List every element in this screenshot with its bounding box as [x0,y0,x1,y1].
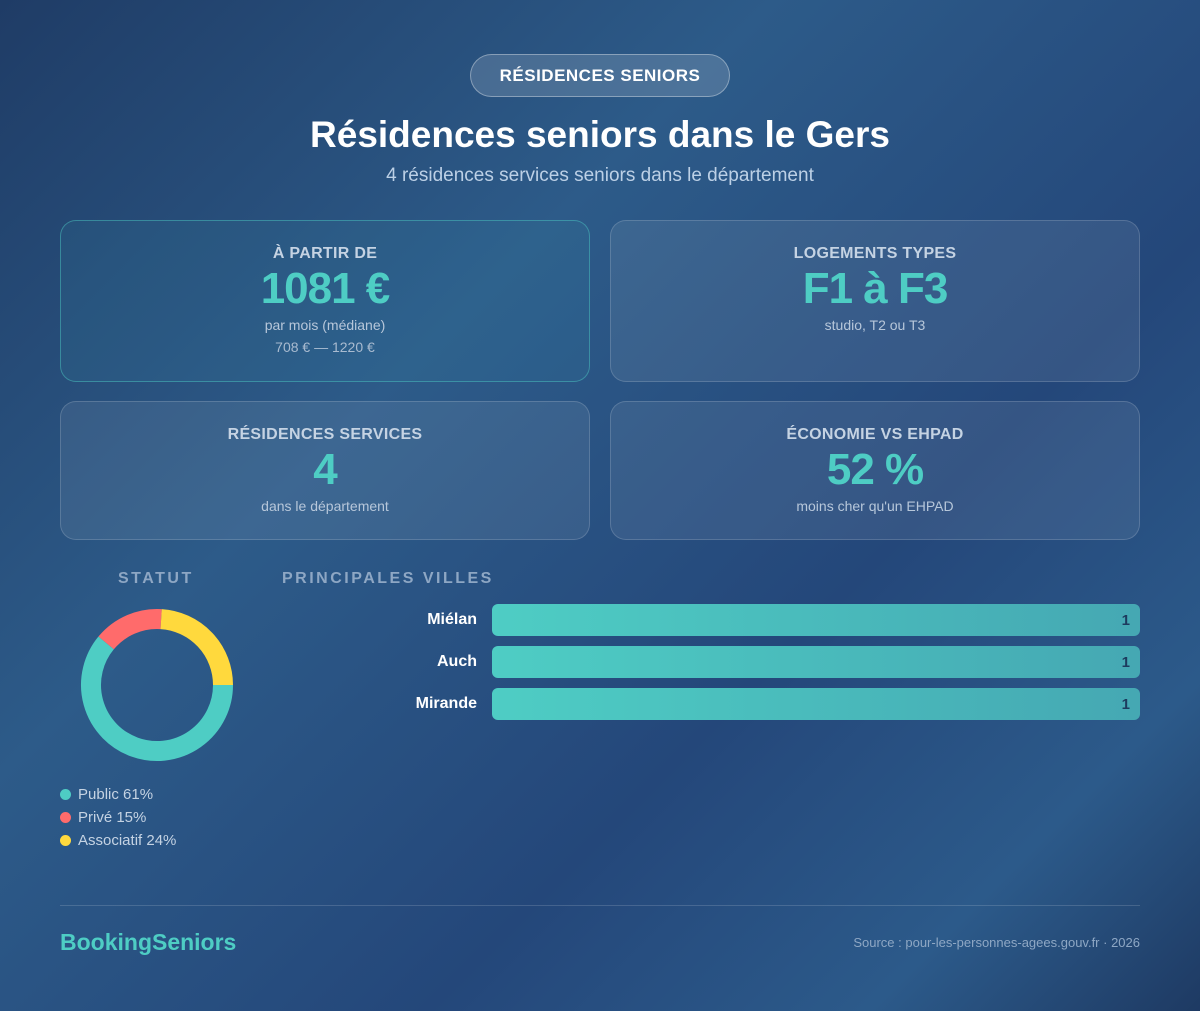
legend-dot [60,812,71,823]
status-donut-chart [81,609,233,761]
legend-item-associatif: Associatif 24% [60,829,176,852]
bar-row: Miélan 1 [300,604,1140,636]
bar: 1 [492,688,1140,720]
card-value: 52 % [826,445,924,494]
bar-label: Mirande [415,695,477,712]
status-title: STATUT [118,570,194,587]
legend-dot [60,835,71,846]
status-legend: Public 61% Privé 15% Associatif 24% [60,783,176,852]
donut-slice-public [81,636,233,761]
legend-dot [60,789,71,800]
bar: 1 [492,646,1140,678]
card-sub: par mois (médiane) [264,317,386,333]
card-value: 1081 € [260,264,391,313]
card-value: F1 à F3 [802,264,949,313]
legend-item-public: Public 61% [60,783,176,806]
stat-card-housing: LOGEMENTS TYPES F1 à F3 studio, T2 ou T3 [610,220,1140,382]
card-sub: dans le département [261,498,389,514]
legend-item-prive: Privé 15% [60,806,176,829]
page-subtitle: 4 résidences services seniors dans le dé… [386,165,814,186]
donut-slice-associatif [160,609,233,686]
page-title: Résidences seniors dans le Gers [310,114,890,155]
card-label: ÉCONOMIE VS EHPAD [786,426,964,443]
card-range: 708 € — 1220 € [275,339,375,355]
footer-divider [60,905,1140,906]
cities-title: PRINCIPALES VILLES [282,570,494,587]
bar-row: Auch 1 [300,646,1140,678]
stat-card-residences: RÉSIDENCES SERVICES 4 dans le départemen… [60,401,590,540]
bar-value: 1 [1121,695,1130,713]
donut-slice-privé [98,609,162,650]
category-badge: RÉSIDENCES SENIORS [470,54,730,97]
bar-label: Miélan [427,611,477,628]
stat-card-savings: ÉCONOMIE VS EHPAD 52 % moins cher qu'un … [610,401,1140,540]
bar-value: 1 [1121,653,1130,671]
bar-value: 1 [1121,611,1130,629]
bar-row: Mirande 1 [300,688,1140,720]
card-label: À PARTIR DE [272,245,378,262]
card-value: 4 [313,445,337,494]
brand-logo[interactable]: BookingSeniors [60,929,237,955]
stat-card-price: À PARTIR DE 1081 € par mois (médiane) 70… [60,220,590,382]
card-label: RÉSIDENCES SERVICES [227,426,423,443]
card-label: LOGEMENTS TYPES [793,245,957,262]
source-text: Source : pour-les-personnes-agees.gouv.f… [853,935,1140,950]
bar-label: Auch [437,653,477,670]
card-sub: studio, T2 ou T3 [824,317,926,333]
bar: 1 [492,604,1140,636]
card-sub: moins cher qu'un EHPAD [796,498,954,514]
